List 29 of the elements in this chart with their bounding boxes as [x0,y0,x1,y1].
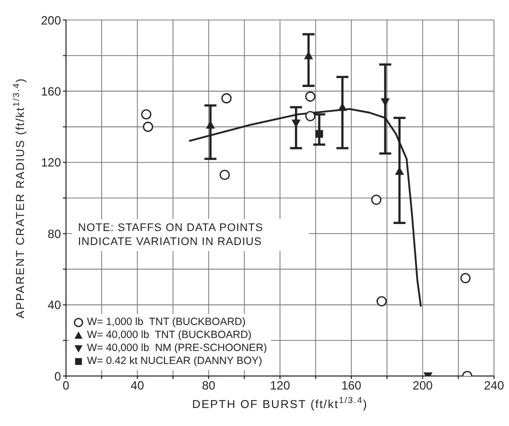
x-tick-label: 160 [341,378,362,393]
point [371,194,382,205]
x-tick-label: 200 [412,378,433,393]
legend-label: W= 1,000 lb TNT (BUCKBOARD) [87,316,246,329]
legend-label: W= 40,000 lb TNT (BUCKBOARD) [87,329,252,342]
y-tick-label: 0 [54,369,62,384]
point [220,170,230,180]
annotation: NOTE: STAFFS ON DATA POINTS INDICATE VARIATION IN RADIUS [78,222,264,248]
point [376,296,387,306]
point [305,91,316,102]
x-tick-label: 80 [202,378,216,393]
legend-label: W= 40,000 lb NM (PRE-SCHOONER) [87,342,267,355]
point [141,109,152,120]
x-tick-label: 240 [484,378,504,393]
x-axis-title: DEPTH OF BURST (ft/kt$^{1/3.4}$) [192,395,368,411]
note-box: NOTE: STAFFS ON DATA POINTS INDICATE VARIATION IN RADIUS [72,219,309,252]
point [315,130,324,138]
x-tick-label: 40 [130,378,144,393]
y-tick-label: 200 [40,13,62,28]
x-tick-label: 120 [270,378,290,393]
y-tick-label: 80 [48,226,62,241]
y-tick-label: 40 [48,298,62,312]
point [460,272,471,284]
y-tick-label: 160 [40,84,62,98]
point [305,110,316,122]
legend-label: W= 0.42 kt NUCLEAR (DANNY BOY) [87,355,262,368]
point [221,93,232,104]
point [142,122,154,132]
y-tick-label: 120 [40,156,62,170]
